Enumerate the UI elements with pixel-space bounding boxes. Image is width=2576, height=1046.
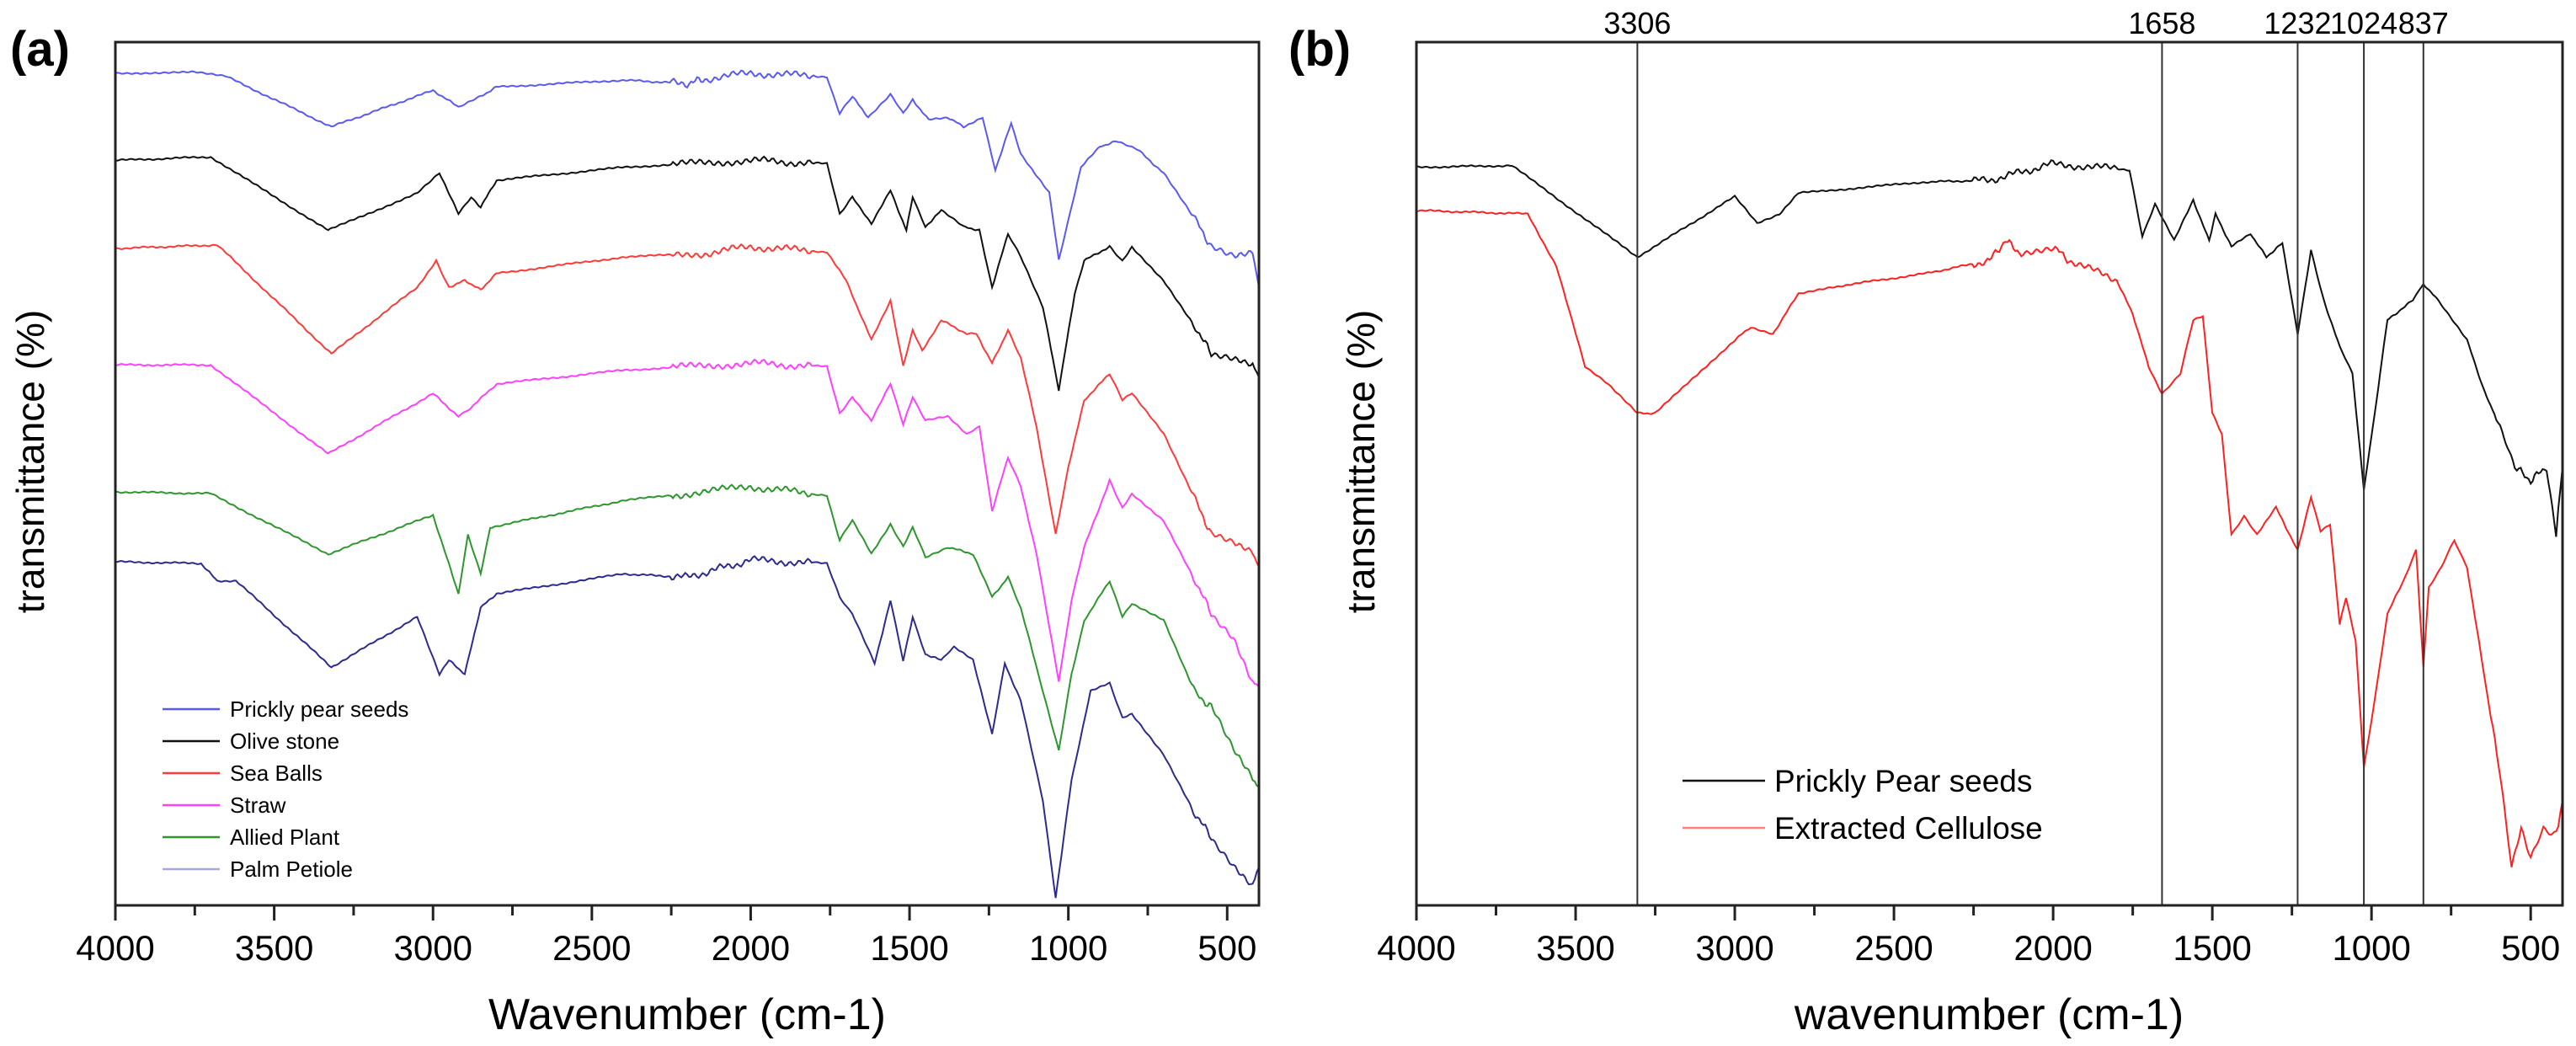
panel-b-x-axis-title: wavenumber (cm-1) <box>1794 990 2184 1039</box>
legend-entry: Prickly pear seeds <box>230 696 408 722</box>
x-tick-label: 3500 <box>235 928 313 968</box>
x-tick-label: 1500 <box>870 928 948 968</box>
panel-a-x-axis-title: Wavenumber (cm-1) <box>488 990 886 1039</box>
x-tick-label: 1000 <box>1029 928 1107 968</box>
panel-b-legend: Prickly Pear seeds Extracted Cellulose <box>1683 764 2043 846</box>
x-tick-label: 3000 <box>1695 928 1773 968</box>
panel-a: (a) 4000 3500 3000 2500 2000 1500 1000 500 Wave… <box>8 22 1261 1039</box>
x-tick-label: 2500 <box>552 928 631 968</box>
series-line-olive-stone <box>115 155 1260 392</box>
legend-entry: Palm Petiole <box>230 857 353 882</box>
legend-entry: Prickly Pear seeds <box>1774 764 2032 798</box>
legend-entry: Extracted Cellulose <box>1774 811 2043 846</box>
series-line-sea-balls <box>115 243 1260 568</box>
legend-entry: Sea Balls <box>230 760 323 786</box>
panel-a-y-axis-title: transmittance (%) <box>8 310 52 613</box>
x-tick-label: 500 <box>2501 928 2560 968</box>
series-line-allied-plant <box>115 483 1260 788</box>
series-line-prickly-pear-seeds <box>1416 159 2563 537</box>
x-tick-label: 500 <box>1197 928 1256 968</box>
x-tick-label: 1000 <box>2332 928 2410 968</box>
series-line-extracted-cellulose <box>1416 209 2563 867</box>
panel-a-plot-frame <box>114 40 1261 907</box>
peak-label: 1024 <box>2330 6 2397 40</box>
panel-b-curves <box>1416 159 2563 867</box>
peak-label: 1232 <box>2264 6 2331 40</box>
panel-b-x-ticks: 4000 3500 3000 2500 2000 1500 1000 500 <box>1377 905 2560 968</box>
series-line-palm-petiole <box>115 555 1260 899</box>
legend-entry: Allied Plant <box>230 825 340 850</box>
panel-b-label: (b) <box>1288 22 1351 77</box>
series-line-straw <box>115 358 1260 688</box>
panel-a-label: (a) <box>10 22 70 77</box>
x-tick-label: 2500 <box>1854 928 1933 968</box>
panel-a-x-ticks: 4000 3500 3000 2500 2000 1500 1000 500 <box>76 905 1256 968</box>
legend-entry: Olive stone <box>230 728 339 754</box>
panel-b-y-axis-title: transmittance (%) <box>1339 310 1383 613</box>
x-tick-label: 4000 <box>1377 928 1455 968</box>
peak-label: 1658 <box>2128 6 2195 40</box>
peak-label: 3306 <box>1603 6 1671 40</box>
series-line-prickly-pear-seeds <box>115 69 1260 288</box>
x-tick-label: 3500 <box>1536 928 1614 968</box>
x-tick-label: 2000 <box>712 928 790 968</box>
panel-a-curves <box>115 69 1260 899</box>
x-tick-label: 2000 <box>2013 928 2092 968</box>
x-tick-label: 1500 <box>2173 928 2251 968</box>
panel-b-plot-frame <box>1415 40 2564 907</box>
peak-label: 837 <box>2398 6 2449 40</box>
legend-entry: Straw <box>230 793 286 818</box>
x-tick-label: 3000 <box>394 928 472 968</box>
x-tick-label: 4000 <box>76 928 154 968</box>
panel-a-legend: Prickly pear seeds Olive stone Sea Balls St… <box>163 696 408 882</box>
